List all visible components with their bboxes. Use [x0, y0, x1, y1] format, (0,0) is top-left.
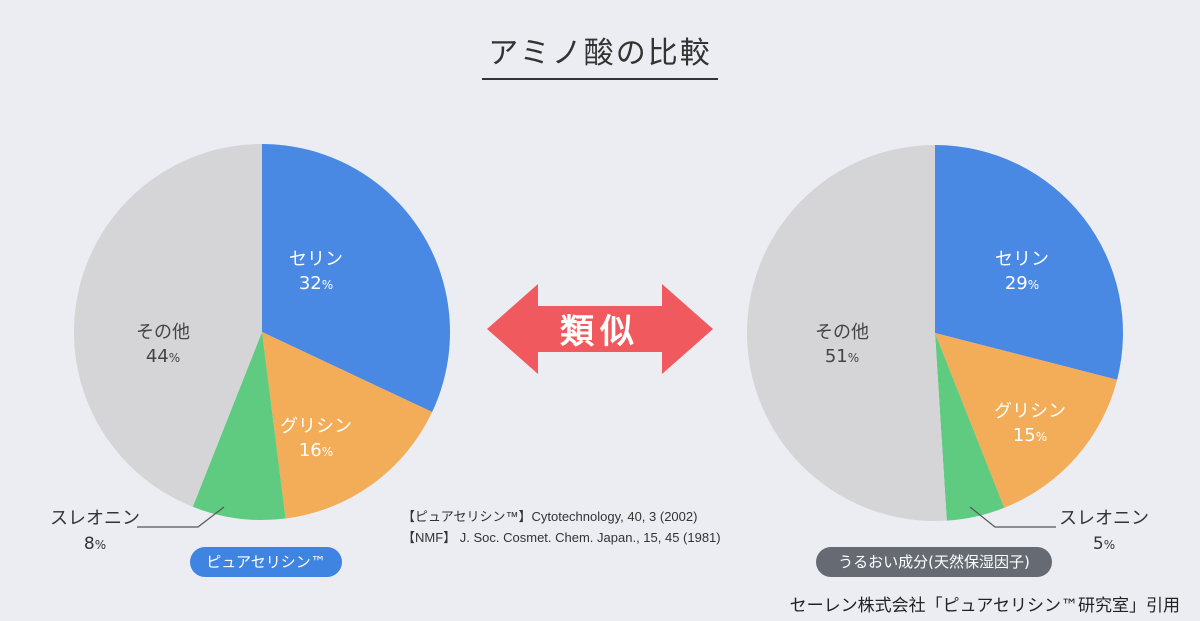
- pie-slice-glycine: [935, 333, 1118, 508]
- chart-title-text: アミノ酸の比較: [482, 28, 718, 80]
- slice-label-threonine: スレオニン: [50, 508, 140, 529]
- double-arrow-icon: [487, 284, 713, 374]
- badge-nmf: うるおい成分(天然保湿因子): [816, 547, 1052, 577]
- slice-label-glycine: グリシン: [280, 416, 352, 437]
- chart-title: アミノ酸の比較: [0, 28, 1200, 80]
- pie-slice-other: [747, 145, 947, 521]
- slice-label-glycine: グリシン: [994, 401, 1066, 422]
- badge-pure-sericin: ピュアセリシン™: [190, 547, 342, 577]
- pie-chart-nmf: セリン 29% グリシン 15% スレオニン 5% その他 51%: [747, 145, 1149, 554]
- pie-slice-serine: [262, 144, 451, 413]
- slice-value-serine: 32%: [299, 273, 333, 294]
- slice-label-serine: セリン: [995, 249, 1049, 270]
- similar-double-arrow: 類似: [487, 284, 713, 374]
- pie-slice-glycine: [262, 332, 433, 519]
- slice-value-threonine: 5%: [1093, 534, 1115, 554]
- pie-slice-threonine: [935, 333, 1005, 521]
- source-credit: セーレン株式会社「ピュアセリシン™研究室」引用: [789, 596, 1180, 616]
- slice-value-glycine: 16%: [299, 440, 333, 461]
- slice-value-other: 51%: [825, 346, 859, 367]
- pie-slice-serine: [935, 145, 1123, 380]
- slice-label-serine: セリン: [289, 249, 343, 270]
- pie-slice-other: [73, 143, 262, 507]
- slice-label-other: その他: [815, 322, 869, 343]
- slice-value-glycine: 15%: [1013, 425, 1047, 446]
- pie-slice-threonine: [192, 332, 286, 521]
- leader-line-threonine: [969, 506, 1056, 528]
- slice-value-serine: 29%: [1005, 273, 1039, 294]
- slice-label-threonine: スレオニン: [1059, 508, 1149, 529]
- slice-label-other: その他: [136, 322, 190, 343]
- leader-line-threonine: [137, 506, 225, 528]
- reference-pure-sericin: 【ピュアセリシン™】Cytotechnology, 40, 3 (2002): [402, 509, 698, 524]
- references: 【ピュアセリシン™】Cytotechnology, 40, 3 (2002) 【…: [402, 506, 721, 548]
- similar-label: 類似: [560, 312, 640, 352]
- reference-nmf: 【NMF】 J. Soc. Cosmet. Chem. Japan., 15, …: [402, 530, 721, 545]
- slice-value-other: 44%: [146, 346, 180, 367]
- slice-value-threonine: 8%: [84, 534, 106, 554]
- pie-chart-pure-sericin: セリン 32% グリシン 16% スレオニン 8% その他 44%: [50, 143, 451, 554]
